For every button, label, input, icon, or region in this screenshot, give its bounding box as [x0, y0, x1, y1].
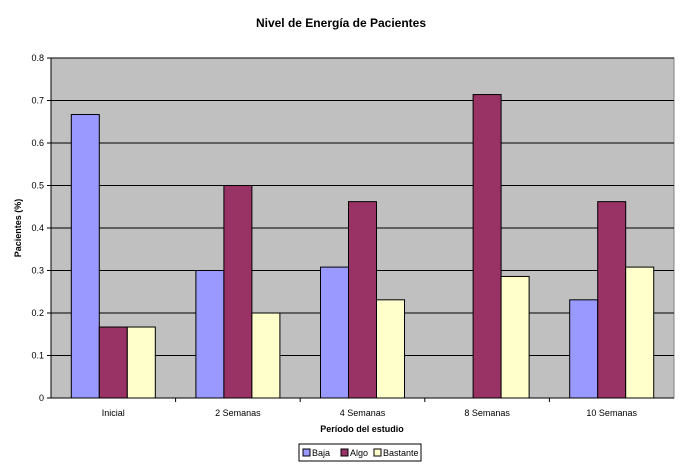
- bar-bastante: [625, 266, 655, 399]
- legend-label-baja: Baja: [312, 448, 330, 458]
- bar-bastante: [126, 326, 156, 399]
- legend-label-algo: Algo: [350, 448, 368, 458]
- bar-bastante: [500, 275, 530, 399]
- y-tick-label: 0.2: [31, 308, 44, 318]
- bar-algo: [597, 201, 627, 399]
- y-tick-label: 0.4: [31, 223, 44, 233]
- legend-swatch-bastante: [373, 448, 382, 457]
- y-axis-label: Pacientes (%): [13, 199, 23, 258]
- bar-baja: [195, 270, 225, 399]
- bar-bastante: [251, 312, 281, 399]
- x-tick-label: Inicial: [102, 408, 125, 418]
- bar-baja: [70, 114, 100, 399]
- y-tick-label: 0.3: [31, 266, 44, 276]
- legend-items: Baja Algo Bastante: [302, 448, 419, 458]
- legend-swatch-baja: [302, 448, 311, 457]
- bar-baja: [569, 299, 599, 399]
- bar-algo: [223, 185, 253, 399]
- legend-swatch-algo: [340, 448, 349, 457]
- bar-algo: [98, 326, 128, 399]
- bars: [70, 94, 655, 399]
- y-tick-label: 0.8: [31, 53, 44, 63]
- y-tick-label: 0.1: [31, 351, 44, 361]
- chart-title: Nivel de Energía de Pacientes: [256, 16, 426, 30]
- y-tick-label: 0.6: [31, 138, 44, 148]
- y-tick-label: 0: [39, 393, 44, 403]
- x-tick-label: 4 Semanas: [340, 408, 386, 418]
- x-axis-ticks: Inicial 2 Semanas 4 Semanas 8 Semanas 10 Sem…: [102, 398, 637, 418]
- bar-algo: [472, 94, 502, 399]
- x-axis-label: Período del estudio: [320, 424, 404, 434]
- x-tick-label: 10 Semanas: [586, 408, 637, 418]
- bar-baja: [320, 266, 349, 399]
- x-tick-label: 8 Semanas: [464, 408, 510, 418]
- y-tick-label: 0.5: [31, 181, 44, 191]
- bar-algo: [348, 201, 377, 399]
- legend-label-bastante: Bastante: [383, 448, 419, 458]
- bar-bastante: [376, 299, 405, 399]
- x-tick-label: 2 Semanas: [215, 408, 261, 418]
- y-tick-label: 0.7: [31, 96, 44, 106]
- legend: [298, 443, 422, 462]
- y-axis-ticks: 0 0.1 0.2 0.3 0.4 0.5 0.6 0.7 0.8: [31, 53, 51, 403]
